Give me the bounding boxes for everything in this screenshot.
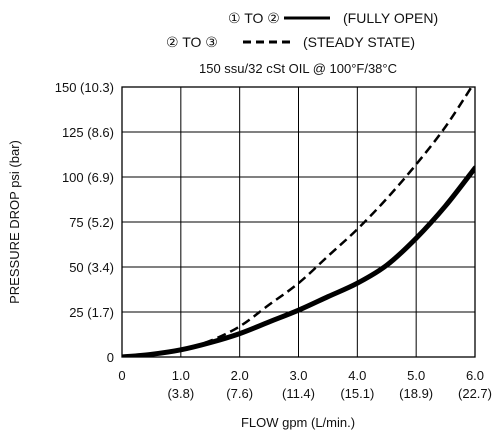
x-tick-sublabel: (3.8) — [167, 386, 194, 401]
y-tick-label: 125 (8.6) — [62, 125, 114, 140]
x-tick-sublabel: (22.7) — [458, 386, 492, 401]
x-tick-label: 5.0 — [407, 368, 425, 383]
legend-label-dashed: ② TO ③ — [166, 34, 218, 50]
legend-entry-solid: ① TO ② (FULLY OPEN) — [228, 10, 438, 26]
x-tick-sublabel: (11.4) — [282, 386, 315, 401]
x-tick-label: 1.0 — [172, 368, 190, 383]
data-series — [122, 87, 475, 357]
plot-frame — [121, 86, 476, 358]
legend-label-solid: ① TO ② — [228, 10, 280, 26]
x-axis-tick-labels: 0 1.0 (3.8) 2.0 (7.6) 3.0 (11.4) 4.0 (15.1) 5.0 (1… — [118, 368, 492, 401]
legend-desc-dashed: (STEADY STATE) — [303, 34, 415, 50]
chart-subtitle: 150 ssu/32 cSt OIL @ 100°F/38°C — [199, 61, 397, 76]
x-tick-sublabel: (15.1) — [340, 386, 374, 401]
x-tick-label: 3.0 — [289, 368, 307, 383]
y-tick-label: 150 (10.3) — [55, 80, 114, 95]
x-axis-label: FLOW gpm (L/min.) — [241, 415, 355, 430]
y-axis-tick-labels: 0 25 (1.7) 50 (3.4) 75 (5.2) 100 (6.9) 125 (8… — [55, 80, 114, 365]
x-tick-sublabel: (18.9) — [399, 386, 433, 401]
x-tick-label: 4.0 — [348, 368, 366, 383]
y-tick-label: 25 (1.7) — [69, 305, 114, 320]
y-tick-label: 0 — [107, 350, 114, 365]
y-axis-label: PRESSURE DROP psi (bar) — [7, 140, 22, 304]
legend-entry-dashed: ② TO ③ (STEADY STATE) — [166, 34, 415, 50]
grid — [122, 87, 475, 357]
x-tick-sublabel: (7.6) — [226, 386, 253, 401]
y-tick-label: 100 (6.9) — [62, 170, 114, 185]
y-tick-label: 50 (3.4) — [69, 260, 114, 275]
y-tick-label: 75 (5.2) — [69, 215, 114, 230]
legend: ① TO ② (FULLY OPEN) ② TO ③ (STEADY STATE… — [166, 10, 438, 50]
x-tick-label: 6.0 — [466, 368, 484, 383]
x-tick-label: 0 — [118, 368, 125, 383]
x-tick-label: 2.0 — [231, 368, 249, 383]
series-line-dashed — [122, 87, 474, 357]
legend-desc-solid: (FULLY OPEN) — [343, 10, 438, 26]
